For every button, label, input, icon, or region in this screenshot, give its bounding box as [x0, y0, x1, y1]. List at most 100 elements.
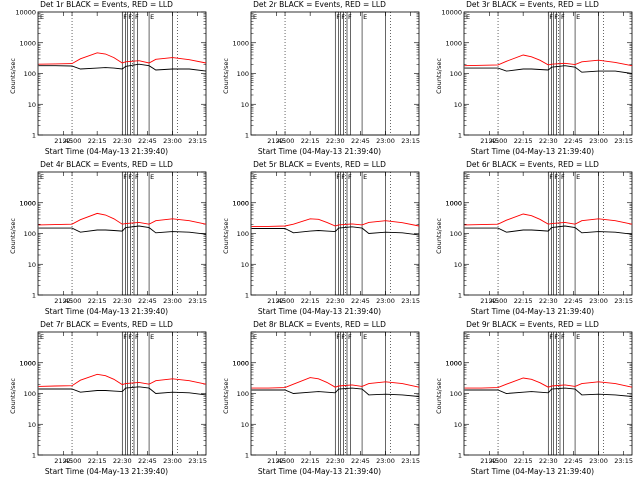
- flag-label: E: [466, 333, 470, 341]
- x-tick-label: 23:00: [376, 457, 395, 465]
- x-axis-label: Start Time (04-May-13 21:39:40): [470, 147, 595, 156]
- x-tick-label: 23:15: [614, 137, 633, 145]
- lld-series-line: [464, 377, 633, 389]
- y-tick-label: 10: [28, 261, 36, 269]
- flag-label: F: [341, 173, 345, 181]
- x-tick-label: 22:45: [138, 137, 157, 145]
- flag-label: F: [336, 173, 340, 181]
- flag-label: F: [549, 13, 553, 21]
- lld-series-line: [38, 52, 207, 65]
- flag-box: [559, 171, 564, 296]
- detector-panel: 1 10 100 1000 1000 21:45 22:00 22:15 22:30 22:45 2…: [426, 160, 639, 320]
- lld-series-line: [464, 54, 633, 67]
- flag-label: E: [466, 173, 470, 181]
- panel-title: Det 7r BLACK = Events, RED = LLD: [40, 320, 173, 329]
- flag-label: E: [40, 173, 44, 181]
- flag-box: [126, 331, 131, 456]
- flag-label: F: [554, 13, 558, 21]
- x-axis-label: Start Time (04-May-13 21:39:40): [257, 147, 382, 156]
- y-axis-label: Counts/sec: [222, 58, 230, 94]
- flag-label: E: [576, 173, 580, 181]
- x-tick-label: 22:45: [138, 457, 157, 465]
- flag-label: F: [561, 333, 565, 341]
- flag-box: [574, 331, 599, 456]
- y-tick-label: 1000: [19, 199, 36, 207]
- y-axis-label: Counts/sec: [435, 58, 443, 94]
- x-axis-label: Start Time (04-May-13 21:39:40): [44, 307, 169, 316]
- flag-label: F: [348, 333, 352, 341]
- x-tick-label: 22:30: [539, 457, 558, 465]
- y-axis-label: Counts/sec: [9, 218, 17, 254]
- flag-label: F: [128, 13, 132, 21]
- y-tick-label: 1: [245, 132, 249, 140]
- flag-box: [339, 11, 344, 136]
- flag-box: [133, 11, 138, 136]
- y-tick-label: 10: [241, 421, 249, 429]
- flag-box: [339, 171, 344, 296]
- flag-label: F: [348, 173, 352, 181]
- y-tick-label: 1000: [445, 199, 462, 207]
- x-axis-label: Start Time (04-May-13 21:39:40): [257, 467, 382, 476]
- events-series-line: [251, 226, 420, 236]
- events-series-line: [38, 225, 207, 235]
- y-tick-label: 1000: [232, 199, 249, 207]
- events-series-line: [251, 387, 420, 397]
- flag-label: F: [341, 333, 345, 341]
- y-tick-label: 1000: [232, 39, 249, 47]
- x-tick-label: 23:00: [376, 297, 395, 305]
- y-tick-label: 1000: [445, 359, 462, 367]
- flag-box: [126, 11, 131, 136]
- x-tick-label: 22:15: [88, 137, 107, 145]
- x-axis-label: Start Time (04-May-13 21:39:40): [257, 307, 382, 316]
- x-tick-label: 22:00: [276, 457, 295, 465]
- x-tick-label: 21:45: [480, 457, 499, 465]
- x-tick-label: 22:00: [276, 137, 295, 145]
- y-tick-label: 1000: [232, 359, 249, 367]
- y-tick-label: 10000: [441, 9, 462, 17]
- x-tick-label: 23:15: [401, 137, 420, 145]
- lld-series-line: [251, 218, 420, 227]
- x-tick-label: 22:30: [113, 457, 132, 465]
- flag-box: [346, 11, 351, 136]
- y-axis-label: Counts/sec: [222, 378, 230, 414]
- x-tick-label: 23:00: [589, 297, 608, 305]
- y-tick-label: 1000: [19, 359, 36, 367]
- x-tick-label: 23:00: [163, 297, 182, 305]
- flag-label: F: [135, 333, 139, 341]
- x-tick-label: 22:30: [326, 297, 345, 305]
- panel-title: Det 5r BLACK = Events, RED = LLD: [253, 160, 386, 169]
- x-tick-label: 22:00: [276, 297, 295, 305]
- x-tick-label: 22:00: [63, 457, 82, 465]
- flag-box: [133, 171, 138, 296]
- detector-panel: 1 10 100 1000 21:45 22:00 22:15 22:30 22:45 23:00…: [213, 0, 426, 160]
- panel-title: Det 3r BLACK = Events, RED = LLD: [466, 0, 599, 9]
- y-tick-label: 100: [24, 70, 36, 78]
- x-tick-label: 22:00: [489, 457, 508, 465]
- y-tick-label: 1: [245, 452, 249, 460]
- flag-label: F: [561, 13, 565, 21]
- x-tick-label: 23:15: [614, 457, 633, 465]
- y-tick-label: 1: [458, 452, 462, 460]
- y-axis-label: Counts/sec: [435, 218, 443, 254]
- x-tick-label: 22:15: [514, 297, 533, 305]
- detector-panel: 1 10 100 1000 10000 21:45 22:00 22:15 22:30 22:45…: [426, 0, 639, 160]
- panel-title: Det 6r BLACK = Events, RED = LLD: [466, 160, 599, 169]
- y-tick-label: 100: [450, 70, 462, 78]
- panel-title: Det 4r BLACK = Events, RED = LLD: [40, 160, 173, 169]
- x-tick-label: 22:30: [539, 137, 558, 145]
- y-tick-label: 1: [32, 452, 36, 460]
- y-tick-label: 10: [28, 101, 36, 109]
- events-series-line: [464, 225, 633, 235]
- y-tick-label: 100: [237, 230, 249, 238]
- flag-label: F: [554, 333, 558, 341]
- x-axis-label: Start Time (04-May-13 21:39:40): [44, 467, 169, 476]
- x-tick-label: 21:45: [267, 457, 286, 465]
- y-tick-label: 100: [450, 230, 462, 238]
- flag-label: E: [466, 13, 470, 21]
- y-tick-label: 1: [458, 132, 462, 140]
- x-tick-label: 21:45: [54, 457, 73, 465]
- y-tick-label: 1000: [445, 39, 462, 47]
- x-tick-label: 21:45: [480, 297, 499, 305]
